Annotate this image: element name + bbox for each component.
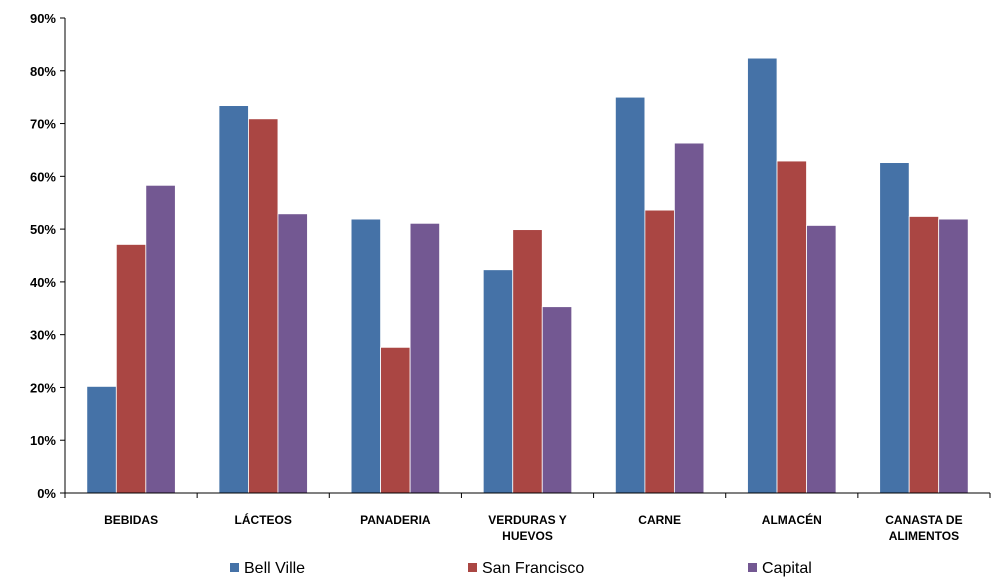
category-label: CARNE — [638, 513, 681, 527]
category-label: ALMACÉN — [762, 512, 822, 527]
y-tick-label: 30% — [30, 328, 56, 343]
bar-capital — [673, 142, 705, 494]
bar-bell-ville — [350, 218, 382, 494]
y-axis-ticks: 0% 10% 20% 30% 40% 50% 60% 70% 80% 90% — [30, 11, 65, 501]
bar-san-francisco — [776, 160, 807, 494]
bar-san-francisco — [512, 229, 543, 494]
legend-swatch — [468, 563, 477, 572]
bar-bell-ville — [614, 96, 646, 494]
category-label-line: ALIMENTOS — [889, 529, 959, 543]
y-tick-label: 70% — [30, 117, 56, 132]
category-label-line: CANASTA DE — [885, 513, 962, 527]
legend-item-san-francisco: San Francisco — [468, 560, 584, 577]
category-label-line: BEBIDAS — [104, 513, 158, 527]
legend: Bell Ville San Francisco Capital — [230, 560, 812, 577]
category-label: PANADERIA — [360, 513, 431, 527]
bar-bell-ville — [879, 162, 910, 494]
category-label: CANASTA DE ALIMENTOS — [885, 513, 962, 543]
bar-capital — [145, 184, 176, 494]
x-axis-category-labels: BEBIDAS LÁCTEOS PANADERIA VERDURAS Y HUEVOS C… — [104, 512, 963, 543]
category-label-line: CARNE — [638, 513, 681, 527]
bar-capital — [938, 218, 969, 494]
category-label-line: LÁCTEOS — [235, 512, 292, 527]
y-tick-label: 0% — [37, 486, 56, 501]
y-tick-label: 60% — [30, 169, 56, 184]
bar-san-francisco — [644, 209, 675, 494]
category-label: BEBIDAS — [104, 513, 158, 527]
legend-label: Capital — [762, 560, 812, 577]
bar-bell-ville — [747, 57, 778, 494]
y-tick-label: 50% — [30, 222, 56, 237]
bar-san-francisco — [248, 118, 279, 494]
category-label: LÁCTEOS — [235, 512, 292, 527]
legend-item-capital: Capital — [748, 560, 812, 577]
category-label: VERDURAS Y HUEVOS — [488, 513, 566, 543]
category-label-line: ALMACÉN — [762, 512, 822, 527]
y-tick-label: 10% — [30, 433, 56, 448]
category-label-line: VERDURAS Y — [488, 513, 566, 527]
bar-capital — [806, 225, 837, 494]
bar-capital — [277, 213, 308, 494]
bars-group — [86, 57, 969, 494]
legend-item-bell-ville: Bell Ville — [230, 560, 305, 577]
legend-swatch — [748, 563, 757, 572]
bar-bell-ville — [482, 269, 514, 494]
y-tick-label: 40% — [30, 275, 56, 290]
bar-bell-ville — [86, 385, 117, 494]
bar-bell-ville — [218, 105, 249, 494]
legend-swatch — [230, 563, 239, 572]
bar-san-francisco — [115, 244, 147, 494]
category-label-line: HUEVOS — [502, 529, 553, 543]
legend-label: Bell Ville — [244, 560, 305, 577]
bar-capital — [541, 306, 573, 494]
bar-san-francisco — [380, 346, 411, 494]
x-axis-ticks — [64, 493, 991, 498]
bar-san-francisco — [908, 216, 940, 494]
legend-label: San Francisco — [482, 560, 584, 577]
y-tick-label: 90% — [30, 11, 56, 26]
category-label-line: PANADERIA — [360, 513, 431, 527]
y-tick-label: 20% — [30, 380, 56, 395]
bar-capital — [409, 222, 441, 494]
y-tick-label: 80% — [30, 64, 56, 79]
